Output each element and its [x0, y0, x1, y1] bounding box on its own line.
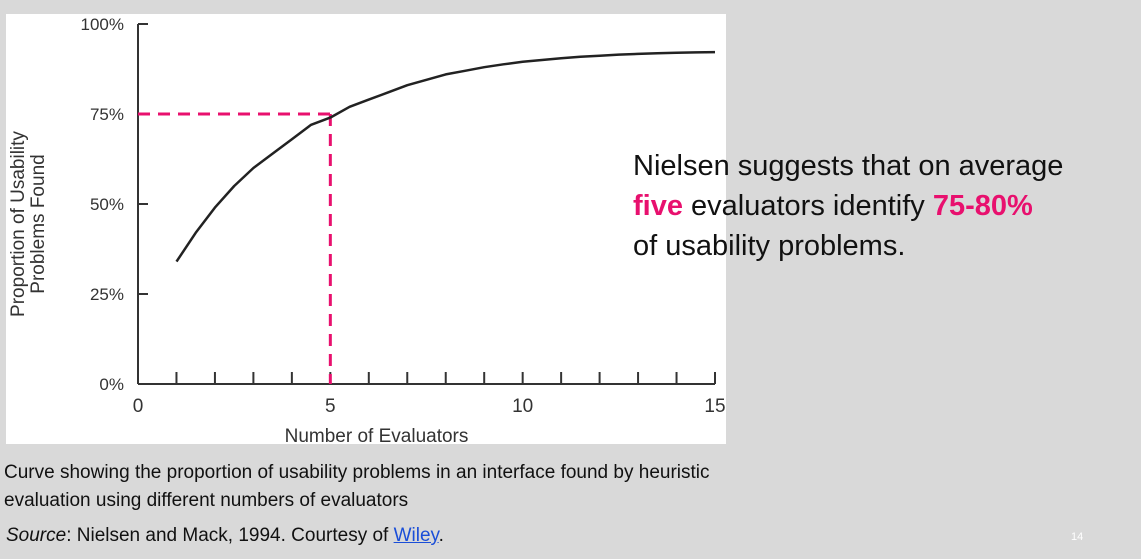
- source-label: Source: [6, 525, 67, 546]
- figure-caption: Curve showing the proportion of usabilit…: [4, 462, 710, 511]
- slide-title: found: [4, 0, 169, 8]
- y-tick-label: 75%: [90, 105, 124, 124]
- page-number: 14: [1071, 531, 1084, 543]
- y-tick-label: 50%: [90, 195, 124, 214]
- annotation-text: Nielsen suggests that on average five ev…: [633, 146, 1133, 266]
- chart-svg: 0% 25% 50% 75% 100% 0 5 10 15 Number of Evaluator…: [8, 15, 726, 444]
- y-tick-label: 0%: [99, 375, 124, 394]
- y-axis-label: Proportion of Usability: [8, 131, 29, 317]
- x-tick-label: 5: [325, 396, 336, 417]
- chart-axes: [137, 23, 716, 385]
- chart-labels: 0% 25% 50% 75% 100% 0 5 10 15 Number of Evaluator…: [8, 15, 726, 444]
- source-credit: Source: Nielsen and Mack, 1994. Courtesy…: [6, 525, 444, 547]
- x-tick-label: 15: [704, 396, 725, 417]
- y-tick-label: 25%: [90, 285, 124, 304]
- x-tick-label: 10: [512, 396, 533, 417]
- wiley-link[interactable]: Wiley: [393, 525, 439, 546]
- y-tick-label: 100%: [81, 15, 124, 34]
- x-tick-label: 0: [133, 396, 144, 417]
- x-axis-label: Number of Evaluators: [285, 426, 469, 444]
- annotation-mid: evaluators identify: [682, 190, 933, 222]
- highlight-percentage: 75-80%: [932, 190, 1033, 222]
- reference-lines: [138, 112, 332, 384]
- curve-line: [175, 50, 716, 263]
- source-end: .: [438, 525, 444, 546]
- annotation-line3: of usability problems.: [633, 230, 906, 262]
- usability-curve-chart: 0% 25% 50% 75% 100% 0 5 10 15 Number of Evaluator…: [6, 14, 726, 444]
- annotation-line1: Nielsen suggests that on average: [633, 150, 1064, 182]
- source-text: : Nielsen and Mack, 1994. Courtesy of: [66, 525, 394, 546]
- highlight-five: five: [633, 190, 683, 222]
- chart-series: [175, 50, 716, 263]
- y-axis-label-line2: Problems Found: [28, 154, 49, 293]
